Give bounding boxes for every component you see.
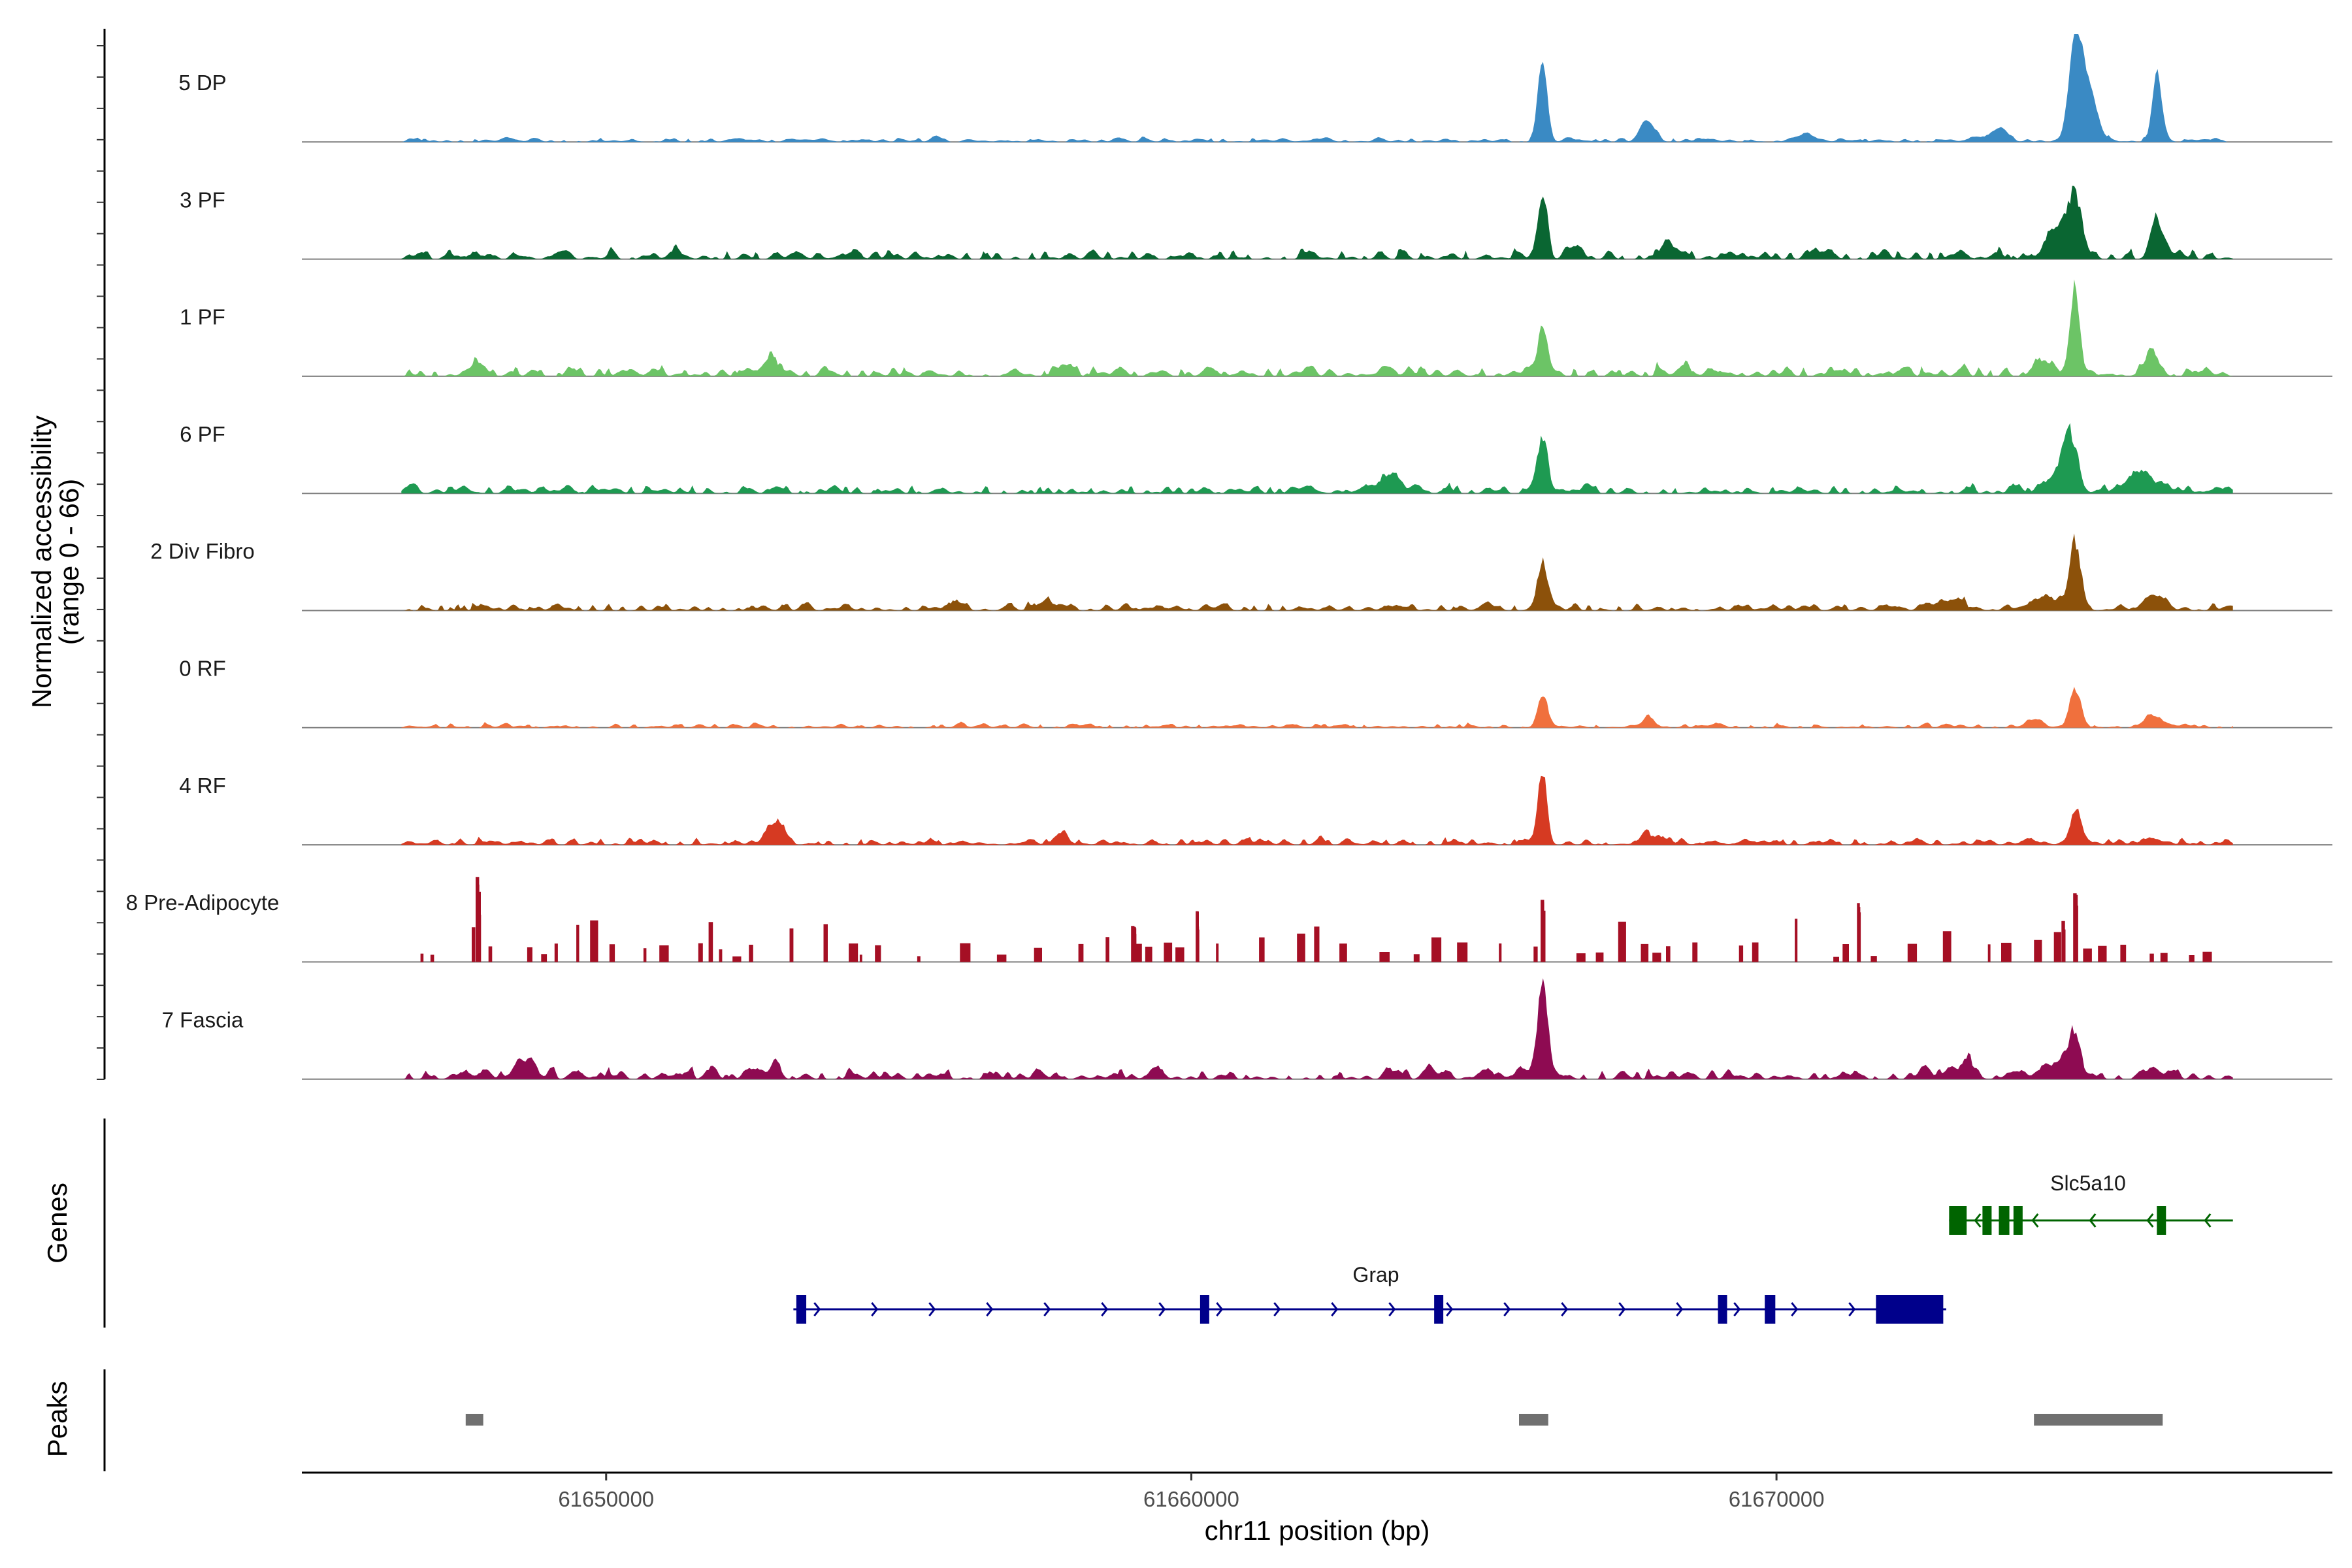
strand-arrow <box>1503 1302 1511 1316</box>
strand-arrow <box>1676 1302 1684 1316</box>
peak-region <box>465 1414 483 1426</box>
coverage-area <box>401 34 2233 142</box>
strand-arrow <box>928 1302 936 1316</box>
track-label: 4 RF <box>179 774 226 798</box>
strand-arrow <box>1618 1302 1626 1316</box>
strand-arrow <box>2204 1213 2212 1228</box>
track-label: 1 PF <box>180 305 225 329</box>
y-axis-title-line2: (range 0 - 66) <box>54 479 84 645</box>
x-tick-label: 61650000 <box>558 1487 654 1511</box>
track-0-rf: 0 RF <box>179 657 2332 728</box>
strand-arrow <box>1043 1302 1051 1316</box>
coverage-area <box>401 533 2233 611</box>
strand-arrow <box>813 1302 821 1316</box>
gene-exon <box>1434 1295 1444 1324</box>
track-8-pre-adipocyte: 8 Pre-Adipocyte <box>126 877 2332 963</box>
strand-arrow <box>1216 1302 1224 1316</box>
track-label: 8 Pre-Adipocyte <box>126 890 280 915</box>
y-axis-title-line1: Normalized accessibility <box>26 416 57 708</box>
strand-arrow <box>2146 1213 2154 1228</box>
gene-exon <box>1718 1295 1727 1324</box>
track-label: 6 PF <box>180 422 225 446</box>
track-3-pf: 3 PF <box>180 186 2332 260</box>
coverage-area <box>401 186 2233 259</box>
gene-exon <box>2157 1206 2166 1235</box>
track-1-pf: 1 PF <box>180 279 2332 377</box>
peaks-panel <box>103 1369 2163 1471</box>
x-tick-label: 61670000 <box>1729 1487 1825 1511</box>
gene-exon <box>1876 1295 1944 1324</box>
strand-arrow <box>1331 1302 1339 1316</box>
track-7-fascia: 7 Fascia <box>162 978 2332 1080</box>
strand-arrow <box>2089 1213 2097 1228</box>
gene-exon <box>1765 1295 1776 1324</box>
gene-exon <box>2013 1206 2023 1235</box>
strand-arrow <box>1733 1302 1741 1316</box>
track-label: 3 PF <box>180 188 225 212</box>
x-axis-title: chr11 position (bp) <box>1205 1515 1430 1546</box>
strand-arrow <box>1446 1302 1454 1316</box>
gene-name: Grap <box>1352 1263 1399 1286</box>
genes-panel: Slc5a10 Grap <box>103 1119 2233 1328</box>
coverage-area <box>420 877 2212 962</box>
track-label: 0 RF <box>179 657 226 681</box>
coverage-area <box>401 978 2233 1079</box>
x-tick-label: 61660000 <box>1143 1487 1239 1511</box>
strand-arrow <box>1158 1302 1166 1316</box>
peak-region <box>2034 1414 2163 1426</box>
coverage-area <box>401 687 2233 728</box>
gene-exon <box>1200 1295 1209 1324</box>
strand-arrow <box>986 1302 994 1316</box>
track-label: 5 DP <box>178 71 226 95</box>
coverage-area <box>401 423 2233 494</box>
peak-region <box>1519 1414 1548 1426</box>
gene-slc5a10: Slc5a10 <box>1949 1171 2233 1235</box>
track-2-div-fibro: 2 Div Fibro <box>150 533 2332 612</box>
strand-arrow <box>1561 1302 1569 1316</box>
strand-arrow <box>1791 1302 1799 1316</box>
strand-arrow <box>1848 1302 1856 1316</box>
genes-track-title: Genes <box>42 1183 73 1264</box>
gene-grap: Grap <box>793 1263 1946 1324</box>
gene-exon <box>1982 1206 1992 1235</box>
strand-arrow <box>1101 1302 1109 1316</box>
x-axis: 61650000 61660000 61670000 <box>302 1471 2332 1511</box>
coverage-panel: 5 DP 3 PF 1 PF 6 PF 2 Div Fibro 0 RF 4 RF 8 Pre… <box>126 34 2332 1080</box>
strand-arrow <box>2031 1213 2039 1228</box>
strand-arrow <box>1388 1302 1396 1316</box>
gene-exon <box>1949 1206 1967 1235</box>
track-4-rf: 4 RF <box>179 774 2332 846</box>
track-label: 7 Fascia <box>162 1007 244 1032</box>
peaks-track-title: Peaks <box>42 1381 73 1458</box>
gene-exon <box>796 1295 807 1324</box>
track-6-pf: 6 PF <box>180 422 2332 495</box>
strand-arrow <box>1273 1302 1281 1316</box>
coverage-area <box>401 776 2233 845</box>
gene-name: Slc5a10 <box>2050 1171 2126 1195</box>
strand-arrow <box>1974 1213 1982 1228</box>
strand-arrow <box>871 1302 879 1316</box>
track-5-dp: 5 DP <box>178 34 2332 143</box>
track-label: 2 Div Fibro <box>150 539 255 563</box>
gene-exon <box>1999 1206 2010 1235</box>
coverage-area <box>401 279 2233 376</box>
